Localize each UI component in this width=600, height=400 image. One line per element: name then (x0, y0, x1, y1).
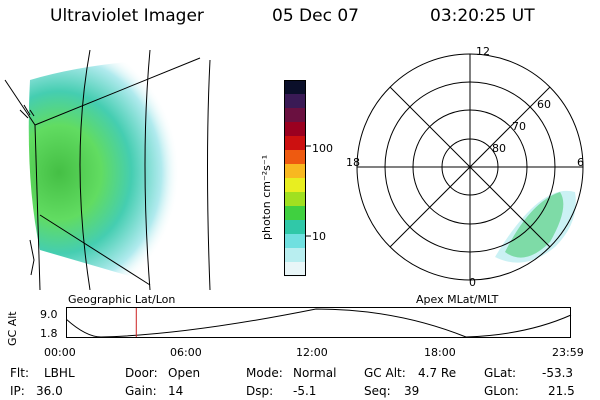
seq-label: Seq: (364, 384, 391, 398)
glon-label: GLon: (484, 384, 519, 398)
flt-label: Flt: (10, 366, 29, 380)
colorbar-segment (284, 178, 306, 193)
colorbar-segment (284, 150, 306, 165)
glon-value: 21.5 (548, 384, 575, 398)
colorbar-segment (284, 234, 306, 249)
xtick-0000: 00:00 (44, 346, 76, 359)
xtick-1200: 12:00 (296, 346, 328, 359)
colorbar-segment (284, 136, 306, 151)
geographic-caption: Geographic Lat/Lon (68, 293, 176, 306)
lat-label-70: 70 (512, 120, 526, 133)
alt-strip-ymin: 1.8 (40, 327, 58, 340)
polar-caption: Apex MLat/MLT (416, 293, 499, 306)
colorbar-segment (284, 206, 306, 221)
colorbar-tick-10: 10 (312, 230, 326, 243)
glat-value: -53.3 (542, 366, 574, 380)
lat-label-80: 80 (492, 142, 506, 155)
mode-label: Mode: (246, 366, 283, 380)
door-value: Open (168, 366, 201, 380)
mode-value: Normal (293, 366, 337, 380)
xtick-1800: 18:00 (424, 346, 456, 359)
mlt-label-0: 0 (469, 276, 476, 289)
gain-label: Gain: (125, 384, 157, 398)
colorbar-segment (284, 108, 306, 123)
instrument-title: Ultraviolet Imager (50, 6, 204, 26)
colorbar-segment (284, 80, 306, 95)
flt-value: LBHL (44, 366, 75, 380)
xtick-2359: 23:59 (552, 346, 584, 359)
seq-value: 39 (404, 384, 420, 398)
colorbar-segment (284, 94, 306, 109)
door-label: Door: (125, 366, 158, 380)
colorbar-unit-label: photon cm⁻²s⁻¹ (260, 154, 273, 240)
date-label: 05 Dec 07 (272, 6, 359, 26)
colorbar-segment (284, 248, 306, 263)
geographic-image (4, 50, 230, 290)
gcalt-label: GC Alt: (364, 366, 406, 380)
ip-value: 36.0 (36, 384, 63, 398)
altitude-strip-plot (66, 307, 572, 338)
colorbar-segment (284, 122, 306, 137)
mlt-label-12: 12 (476, 45, 490, 58)
alt-strip-ymax: 9.0 (40, 308, 58, 321)
colorbar (284, 80, 311, 277)
dsp-label: Dsp: (246, 384, 274, 398)
glat-label: GLat: (484, 366, 517, 380)
gcalt-value: 4.7 Re (418, 366, 457, 380)
mlt-label-6: 6 (577, 156, 584, 169)
colorbar-segment (284, 262, 306, 277)
ip-label: IP: (10, 384, 25, 398)
colorbar-segment (284, 164, 306, 179)
time-label: 03:20:25 UT (430, 6, 535, 26)
alt-strip-ylabel: GC Alt (6, 311, 19, 346)
colorbar-segment (284, 220, 306, 235)
polar-plot (356, 53, 584, 281)
gain-value: 14 (168, 384, 184, 398)
mlt-label-18: 18 (346, 156, 360, 169)
xtick-0600: 06:00 (170, 346, 202, 359)
dsp-value: -5.1 (293, 384, 317, 398)
lat-label-60: 60 (537, 98, 551, 111)
colorbar-segment (284, 192, 306, 207)
colorbar-tick-100: 100 (312, 142, 333, 155)
